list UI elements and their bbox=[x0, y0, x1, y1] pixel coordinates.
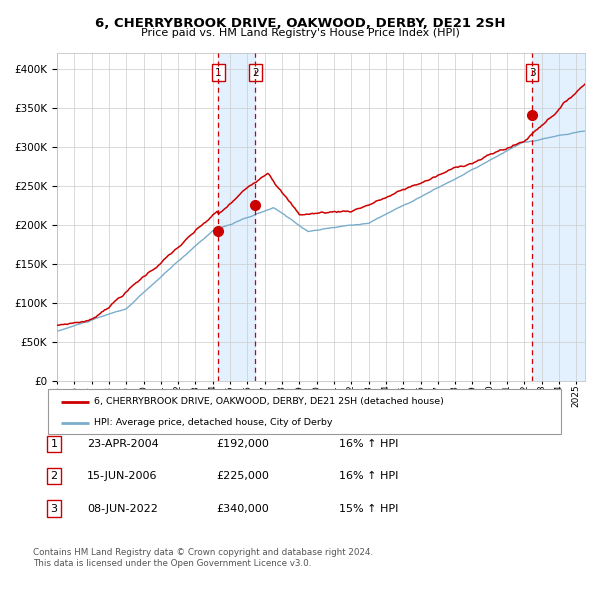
Text: HPI: Average price, detached house, City of Derby: HPI: Average price, detached house, City… bbox=[94, 418, 332, 427]
Text: 2: 2 bbox=[50, 471, 58, 481]
Bar bbox=[218, 53, 256, 381]
Text: 3: 3 bbox=[50, 504, 58, 513]
Text: £225,000: £225,000 bbox=[216, 471, 269, 481]
FancyBboxPatch shape bbox=[48, 389, 561, 434]
Text: 16% ↑ HPI: 16% ↑ HPI bbox=[339, 471, 398, 481]
Text: 15-JUN-2006: 15-JUN-2006 bbox=[87, 471, 157, 481]
Text: 6, CHERRYBROOK DRIVE, OAKWOOD, DERBY, DE21 2SH: 6, CHERRYBROOK DRIVE, OAKWOOD, DERBY, DE… bbox=[95, 17, 505, 30]
Text: 6, CHERRYBROOK DRIVE, OAKWOOD, DERBY, DE21 2SH (detached house): 6, CHERRYBROOK DRIVE, OAKWOOD, DERBY, DE… bbox=[94, 397, 444, 407]
Text: This data is licensed under the Open Government Licence v3.0.: This data is licensed under the Open Gov… bbox=[33, 559, 311, 568]
Text: Price paid vs. HM Land Registry's House Price Index (HPI): Price paid vs. HM Land Registry's House … bbox=[140, 28, 460, 38]
Text: 1: 1 bbox=[215, 68, 221, 78]
Text: 1: 1 bbox=[50, 439, 58, 448]
Text: 23-APR-2004: 23-APR-2004 bbox=[87, 439, 159, 448]
Text: Contains HM Land Registry data © Crown copyright and database right 2024.: Contains HM Land Registry data © Crown c… bbox=[33, 548, 373, 556]
Text: 16% ↑ HPI: 16% ↑ HPI bbox=[339, 439, 398, 448]
Text: 3: 3 bbox=[529, 68, 535, 78]
Text: 15% ↑ HPI: 15% ↑ HPI bbox=[339, 504, 398, 513]
Text: 08-JUN-2022: 08-JUN-2022 bbox=[87, 504, 158, 513]
Text: £192,000: £192,000 bbox=[216, 439, 269, 448]
Text: 2: 2 bbox=[252, 68, 259, 78]
Text: £340,000: £340,000 bbox=[216, 504, 269, 513]
Bar bbox=[532, 53, 585, 381]
